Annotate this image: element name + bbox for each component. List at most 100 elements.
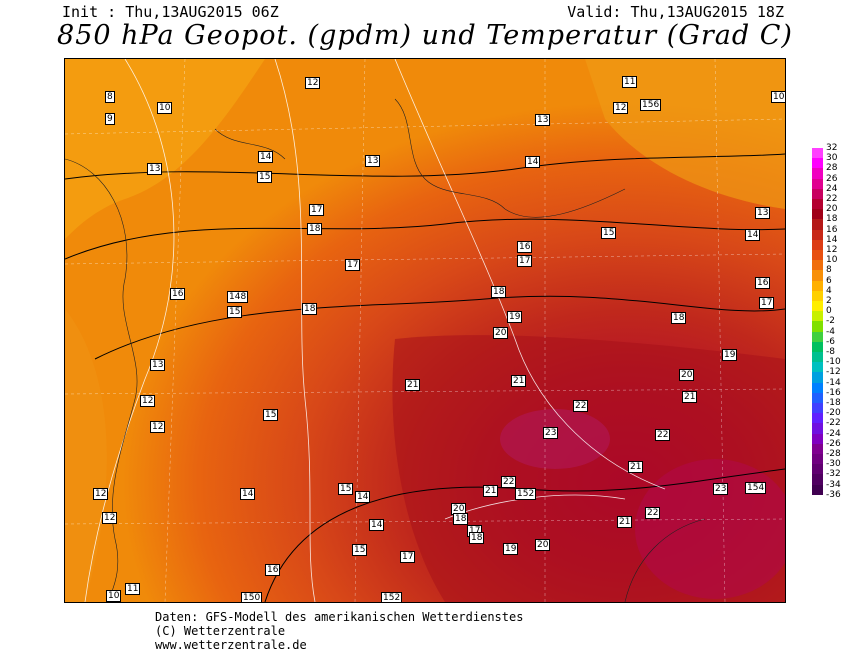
contour-label: 17 — [400, 551, 416, 563]
color-scale-tick: -34 — [826, 479, 841, 490]
contour-label: 10 — [106, 590, 122, 602]
cool-zone-nw — [65, 59, 265, 239]
contour-label: 15 — [227, 306, 243, 318]
color-scale-swatch — [812, 474, 823, 486]
contour-label: 15 — [263, 409, 279, 421]
color-scale-tick: -22 — [826, 418, 841, 429]
valid-time: Valid: Thu,13AUG2015 18Z — [567, 3, 784, 21]
footer-url[interactable]: www.wetterzentrale.de — [155, 638, 307, 652]
contour-label: 19 — [722, 349, 738, 361]
color-scale-swatch — [812, 199, 823, 210]
contour-label: 14 — [525, 156, 541, 168]
geopotential-contours — [65, 153, 785, 602]
color-scale-tick: 12 — [826, 245, 838, 255]
contour-label: 156 — [640, 99, 662, 111]
contour-label: 21 — [511, 375, 527, 387]
color-scale-swatch — [812, 148, 823, 159]
contour-label: 17 — [517, 255, 533, 267]
footer-copyright: (C) Wetterzentrale — [155, 624, 286, 638]
contour-label: 21 — [617, 516, 633, 528]
color-scale-tick: -28 — [826, 449, 841, 459]
color-scale-swatch — [812, 392, 823, 404]
color-scale-tick: -6 — [826, 336, 835, 347]
color-scale-swatch — [812, 260, 823, 271]
contour-label: 16 — [517, 241, 533, 253]
color-scale-swatch — [812, 331, 823, 343]
color-scale-tick: 2 — [826, 296, 832, 306]
contour-label: 148 — [227, 291, 249, 303]
contour-label: 17 — [309, 204, 325, 216]
color-scale-swatch — [812, 209, 823, 220]
map-field — [65, 59, 785, 602]
color-scale-tick: 24 — [826, 183, 838, 194]
contour-label: 17 — [345, 259, 361, 271]
contour-label: 9 — [105, 113, 115, 125]
contour-label: 13 — [755, 207, 771, 219]
contour-label: 23 — [713, 483, 729, 495]
contour-label: 23 — [543, 427, 559, 439]
color-scale-tick: -36 — [826, 489, 841, 500]
lat-lon-grid — [65, 59, 785, 602]
color-scale-tick: 26 — [826, 173, 838, 184]
contour-label: 14 — [240, 488, 256, 500]
color-scale-tick: 30 — [826, 153, 838, 164]
color-scale-swatch — [812, 250, 823, 261]
contour-label: 20 — [493, 327, 509, 339]
contour-label: 20 — [535, 539, 551, 551]
color-scale-tick: -20 — [826, 408, 841, 419]
contour-label: 15 — [257, 171, 273, 183]
cool-zone-west — [65, 309, 107, 602]
color-scale-tick: 22 — [826, 194, 838, 204]
contour-label: 10 — [157, 102, 173, 114]
contour-label: 22 — [645, 507, 661, 519]
init-time: Init : Thu,13AUG2015 06Z — [62, 3, 279, 21]
color-scale-tick: 32 — [826, 143, 838, 153]
contour-label: 11 — [622, 76, 638, 88]
chart-title: 850 hPa Geopot. (gpdm) und Temperatur (G… — [57, 20, 793, 51]
contour-label: 18 — [453, 513, 469, 525]
color-scale-swatch — [812, 229, 823, 241]
color-scale-tick: -18 — [826, 398, 841, 408]
color-scale-swatch — [812, 372, 823, 384]
color-scale-tick: -30 — [826, 459, 841, 470]
contour-label: 13 — [365, 155, 381, 167]
color-scale-swatch — [812, 219, 823, 231]
contour-label: 152 — [515, 488, 537, 500]
contour-label: 16 — [755, 277, 771, 289]
coastlines — [65, 98, 706, 602]
contour-label: 10 — [771, 91, 785, 103]
contour-label: 13 — [535, 114, 551, 126]
footer-data-source: Daten: GFS-Modell des amerikanischen Wet… — [155, 610, 524, 624]
contour-label: 152 — [381, 592, 403, 603]
color-scale-tick: 0 — [826, 306, 832, 317]
color-scale-swatch — [812, 168, 823, 180]
color-scale-tick: 10 — [826, 255, 838, 266]
contour-label: 18 — [469, 532, 485, 544]
contour-label: 12 — [93, 488, 109, 500]
color-scale-tick: 14 — [826, 234, 838, 245]
contour-label: 12 — [613, 102, 629, 114]
cool-zone-ne — [585, 59, 785, 209]
contour-label: 13 — [150, 359, 166, 371]
color-scale-swatch — [812, 403, 823, 414]
color-scale-swatch — [812, 270, 823, 282]
contour-label: 19 — [503, 543, 519, 555]
color-scale-tick: -12 — [826, 367, 841, 378]
color-scale-tick: 20 — [826, 204, 838, 215]
color-scale-swatch — [812, 382, 823, 394]
contour-label: 15 — [352, 544, 368, 556]
contour-label: 21 — [405, 379, 421, 391]
contour-label: 12 — [150, 421, 166, 433]
contour-label: 18 — [491, 286, 507, 298]
contour-label: 150 — [241, 592, 263, 603]
contour-label: 18 — [302, 303, 318, 315]
color-scale-swatch — [812, 443, 823, 455]
color-scale-swatch — [812, 239, 823, 251]
color-scale-tick: -32 — [826, 469, 841, 480]
hot-core — [500, 409, 610, 469]
color-scale-tick: -10 — [826, 357, 841, 368]
hot-core-se — [635, 459, 785, 599]
contour-label: 14 — [258, 151, 274, 163]
contour-label: 16 — [265, 564, 281, 576]
color-scale-swatch — [812, 188, 823, 200]
